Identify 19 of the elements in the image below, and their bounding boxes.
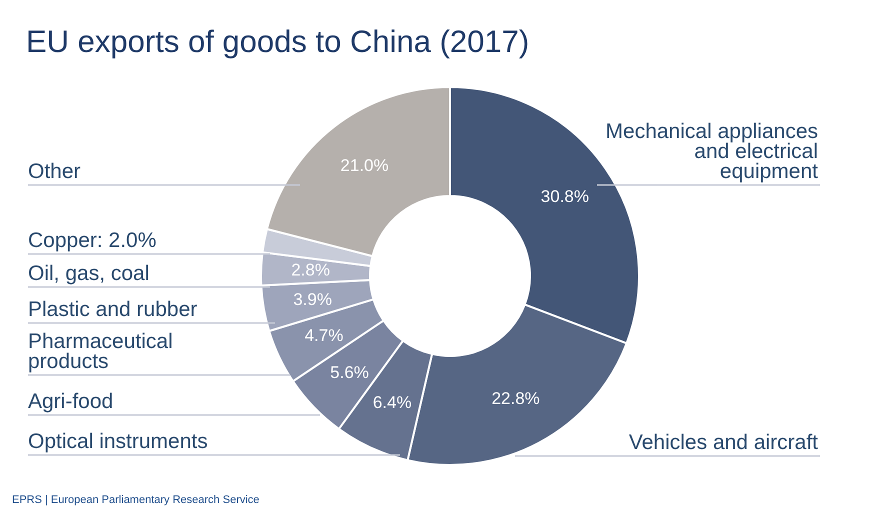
slice-label: Vehicles and aircraft	[628, 431, 818, 454]
data-label: 6.4%	[372, 392, 412, 412]
chart-title: EU exports of goods to China (2017)	[26, 24, 530, 59]
text: EPRS | European Parliamentary Research Service	[12, 494, 260, 506]
slice-label: Optical instruments	[28, 430, 208, 453]
slice-label: Oil, gas, coal	[28, 262, 150, 285]
data-label: 22.8%	[492, 389, 540, 408]
data-label: 5.6%	[330, 362, 369, 382]
data-label: 3.9%	[293, 290, 332, 309]
slice-label: Mechanical appliances and electrical equipment	[606, 120, 818, 183]
slice-label: Other	[28, 160, 81, 183]
slice-label: Copper: 2.0%	[28, 229, 156, 252]
data-label: 4.7%	[304, 326, 344, 345]
slice-label: Pharmaceutical products	[28, 330, 173, 373]
data-label: 21.0%	[340, 156, 389, 175]
data-label: 30.8%	[540, 186, 589, 206]
slice-label: Agri-food	[28, 390, 114, 413]
slice-label: Plastic and rubber	[28, 298, 198, 321]
data-label: 2.8%	[291, 260, 330, 280]
